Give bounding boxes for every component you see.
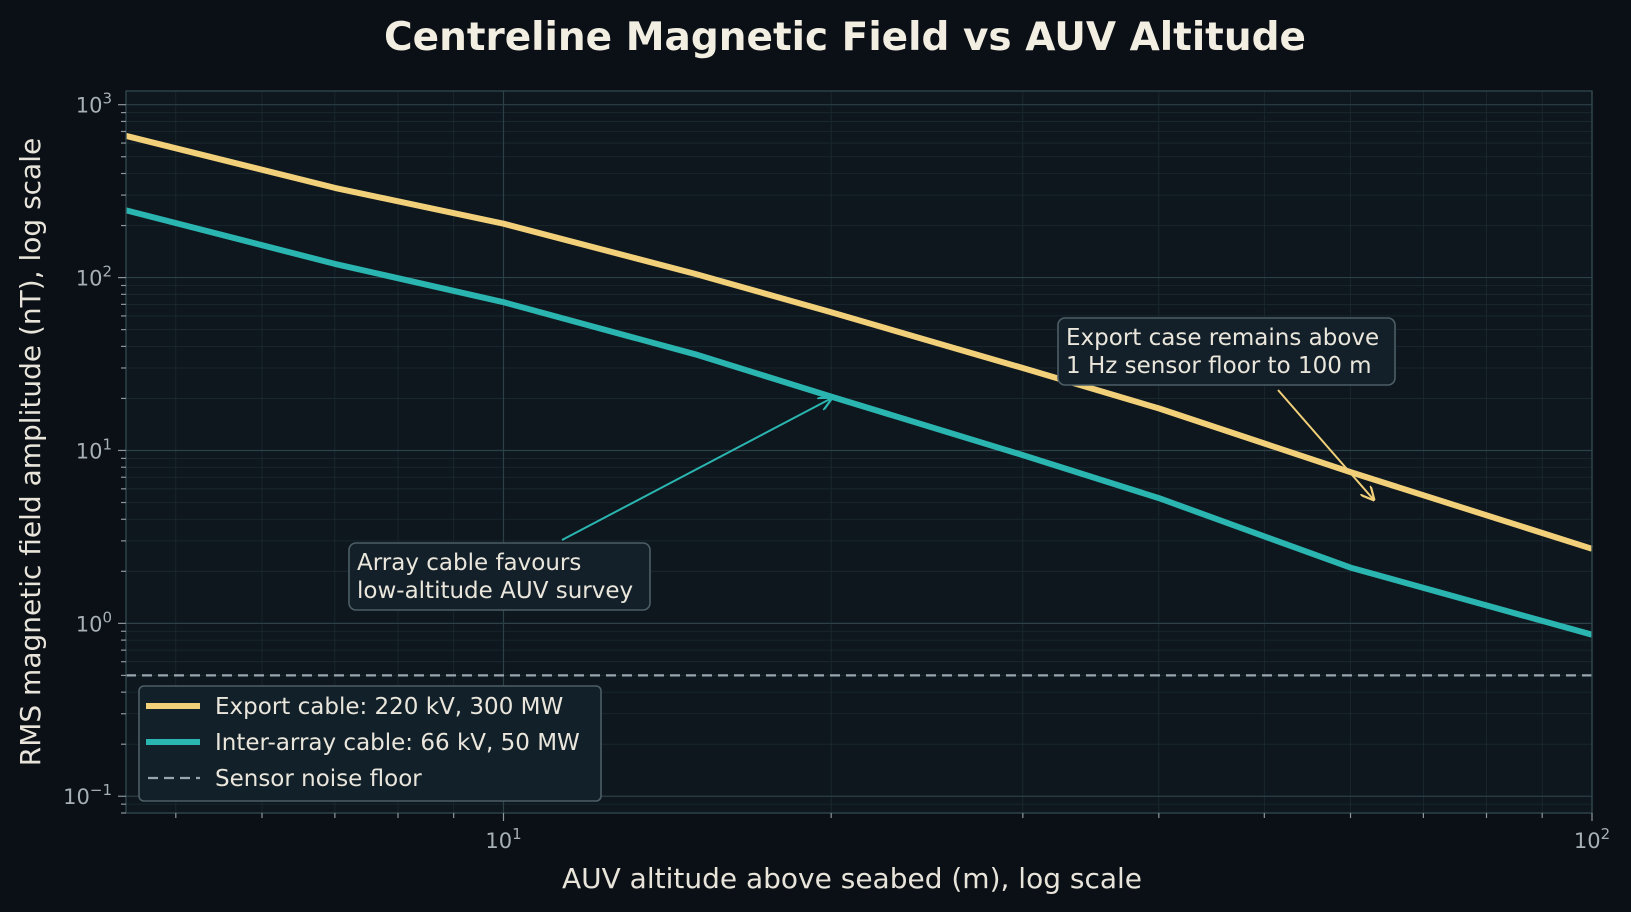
x-axis-label: AUV altitude above seabed (m), log scale [562,862,1142,895]
legend: Export cable: 220 kV, 300 MW Inter-array… [138,685,602,802]
array-annotation-line-1: Array cable favours [357,550,581,576]
plot-frame [125,90,1593,814]
array-annotation-line-2: low-altitude AUV survey [357,578,633,604]
export-annotation-line-1: Export case remains above [1066,325,1379,351]
annotations: Export case remains above 1 Hz sensor fl… [348,317,1396,611]
legend-box [138,685,602,802]
array-annotation-arrow [561,398,831,541]
y-tick-label: 102 [76,263,112,291]
y-tick-label: 103 [76,90,112,118]
y-tick-label: 101 [76,435,112,463]
chart-title: Centreline Magnetic Field vs AUV Altitud… [384,15,1306,60]
x-tick-label: 102 [1574,825,1610,853]
export-annotation-box [1057,317,1396,386]
y-axis-ticks: 103 102 101 100 10−1 [63,90,126,814]
y-tick-label: 10−1 [63,781,112,809]
x-axis-ticks: 101 102 [175,813,1610,853]
y-tick-label: 100 [76,608,112,636]
array-annotation-box [348,542,651,611]
legend-export-label: Export cable: 220 kV, 300 MW [215,694,563,720]
export-annotation-arrow [1277,389,1374,500]
export-cable-line [125,132,1593,552]
major-gridlines [126,91,1593,813]
legend-noise-label: Sensor noise floor [215,766,422,792]
x-tick-label: 101 [485,825,521,853]
export-annotation-line-2: 1 Hz sensor floor to 100 m [1066,353,1372,379]
y-axis-label: RMS magnetic field amplitude (nT), log s… [14,138,47,766]
legend-interarray-label: Inter-array cable: 66 kV, 50 MW [215,730,580,756]
